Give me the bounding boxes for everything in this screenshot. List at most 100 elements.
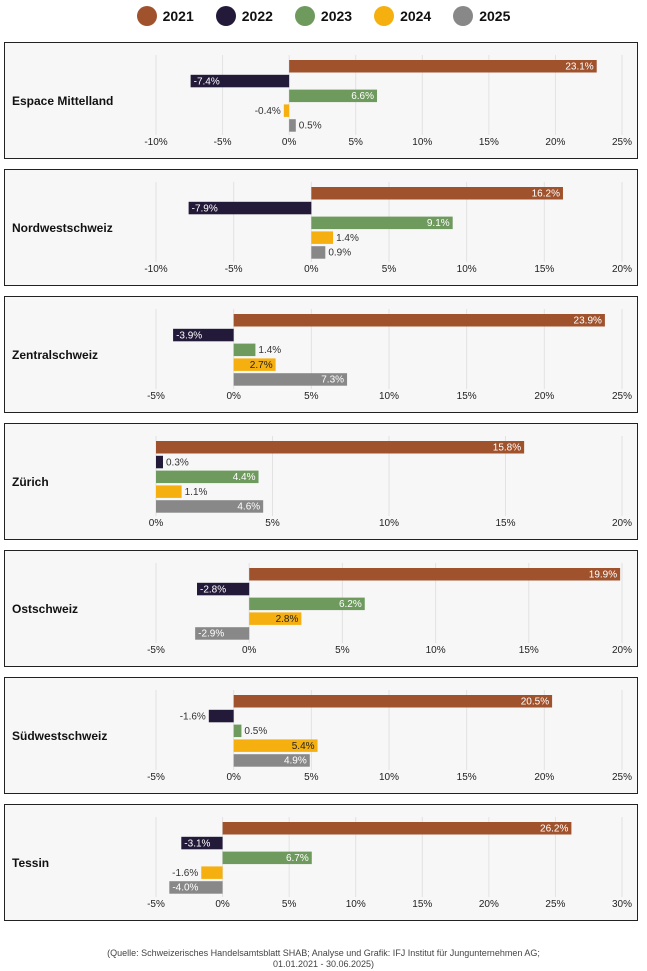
tick-label: 5% (348, 137, 363, 148)
data-label: 0.3% (166, 457, 189, 468)
data-label: 6.7% (286, 853, 309, 864)
data-label: -4.0% (172, 883, 198, 894)
source-footnote: (Quelle: Schweizerisches Handelsamtsblat… (0, 948, 647, 970)
tick-label: 20% (612, 518, 632, 529)
legend-label: 2024 (400, 8, 432, 24)
data-label: -3.1% (184, 838, 210, 849)
tick-label: 5% (282, 899, 297, 910)
bar-2025 (233, 373, 348, 386)
footnote-line-1: (Quelle: Schweizerisches Handelsamtsblat… (107, 948, 540, 958)
tick-label: 0% (215, 899, 230, 910)
data-label: -7.9% (192, 203, 218, 214)
tick-label: 15% (519, 645, 539, 656)
data-label: 23.9% (574, 316, 602, 327)
bar-2025 (169, 881, 223, 894)
tick-label: 20% (612, 264, 632, 275)
tick-label: 25% (612, 772, 632, 783)
region-title: Zentralschweiz (12, 348, 99, 362)
legend-swatch (294, 6, 315, 26)
bar-2024 (311, 231, 334, 244)
footnote-line-2: 01.01.2021 - 30.06.2025) (272, 959, 375, 969)
tick-label: -10% (144, 264, 167, 275)
tick-label: 5% (335, 645, 350, 656)
data-label: -2.8% (200, 584, 226, 595)
bar-2024 (249, 612, 302, 625)
legend-label: 2023 (320, 8, 353, 24)
bar-2021 (249, 568, 621, 581)
tick-label: 0% (226, 772, 241, 783)
tick-label: 20% (612, 645, 632, 656)
data-label: 6.2% (339, 599, 362, 610)
tick-label: -5% (147, 899, 165, 910)
data-label: 19.9% (589, 570, 617, 581)
tick-label: 5% (382, 264, 397, 275)
legend-item-2021: 2021 (136, 6, 194, 26)
data-label: 2.8% (276, 614, 299, 625)
data-label: 6.6% (351, 91, 374, 102)
tick-label: 25% (545, 899, 565, 910)
bar-chart-svg: -10% -5% 0% 5% 10% 15% 20% 25% 23.1% -7.4% 6.6% -0.… (144, 55, 632, 148)
bar-2022 (173, 328, 234, 342)
tick-label: 10% (379, 391, 399, 402)
tick-label: 10% (379, 772, 399, 783)
tick-label: 25% (612, 137, 632, 148)
data-label: 4.6% (237, 502, 260, 513)
tick-label: 30% (612, 899, 632, 910)
chart-legend: 2021 2022 2023 2024 2025 (0, 6, 647, 26)
tick-label: 5% (304, 391, 319, 402)
tick-label: 20% (479, 899, 499, 910)
bar-2025 (156, 500, 264, 513)
bar-2025 (289, 119, 296, 132)
tick-label: 15% (479, 137, 499, 148)
region-panel: -5% 0% 5% 10% 15% 20% 25% 20.5% -1.6% 0.5% 5.4% 4.9… (4, 677, 638, 794)
bar-2021 (311, 187, 563, 200)
bar-2021 (233, 695, 553, 708)
region-panel: 0% 5% 10% 15% 20% 15.8% 0.3% 4.4% 1.1% 4.6% Zürich (4, 423, 638, 540)
legend-label: 2021 (162, 8, 194, 24)
tick-label: 0% (149, 518, 164, 529)
bar-2023 (249, 597, 365, 611)
bar-2025 (195, 627, 250, 640)
bar-chart-svg: -5% 0% 5% 10% 15% 20% 19.9% -2.8% 6.2% 2.8% -2.9% (147, 563, 632, 656)
legend-item-2023: 2023 (294, 6, 353, 26)
legend-item-2024: 2024 (374, 6, 431, 26)
bar-2025 (311, 246, 326, 259)
bar-2022 (190, 74, 290, 88)
bar-2024 (233, 358, 276, 371)
bar-chart-svg: -5% 0% 5% 10% 15% 20% 25% 20.5% -1.6% 0.5% 5.4% 4.9… (147, 690, 632, 783)
bar-chart-svg: -5% 0% 5% 10% 15% 20% 25% 23.9% -3.9% 1.4% 2.7% 7.3… (147, 309, 632, 402)
bar-chart-svg: -10% -5% 0% 5% 10% 15% 20% 16.2% -7.9% 9.1% 1.4% 0.… (144, 182, 632, 275)
bar-2023 (289, 89, 378, 103)
region-panel: -10% -5% 0% 5% 10% 15% 20% 16.2% -7.9% 9.1% 1.4% 0.… (4, 169, 638, 286)
tick-label: -10% (144, 137, 167, 148)
bar-2023 (311, 216, 453, 230)
tick-label: 0% (282, 137, 297, 148)
tick-label: 20% (545, 137, 565, 148)
data-label: 1.4% (336, 233, 359, 244)
data-label: 9.1% (427, 218, 450, 229)
bar-2024 (233, 739, 318, 752)
tick-label: -5% (225, 264, 243, 275)
region-panel: -10% -5% 0% 5% 10% 15% 20% 25% 23.1% -7.4% 6.6% -0.… (4, 42, 638, 159)
tick-label: 15% (412, 899, 432, 910)
tick-label: 10% (346, 899, 366, 910)
legend-item-2025: 2025 (453, 6, 510, 26)
data-label: 4.4% (233, 472, 256, 483)
data-label: -7.4% (194, 76, 220, 87)
data-label: 4.9% (284, 756, 307, 767)
tick-label: 5% (265, 518, 280, 529)
tick-label: -5% (147, 391, 165, 402)
bar-2022 (208, 709, 234, 723)
region-panel: -5% 0% 5% 10% 15% 20% 25% 30% 26.2% -3.1% 6.7% -1.6… (4, 804, 638, 921)
bar-2022 (181, 836, 223, 850)
bar-2021 (156, 441, 525, 454)
tick-label: 15% (534, 264, 554, 275)
tick-label: 20% (534, 391, 554, 402)
legend-item-2022: 2022 (215, 6, 273, 26)
tick-label: 15% (457, 391, 477, 402)
data-label: 15.8% (493, 443, 521, 454)
bar-2023 (233, 724, 242, 738)
legend-label: 2022 (241, 8, 273, 24)
data-label: 20.5% (521, 697, 549, 708)
legend-swatch (453, 6, 474, 26)
